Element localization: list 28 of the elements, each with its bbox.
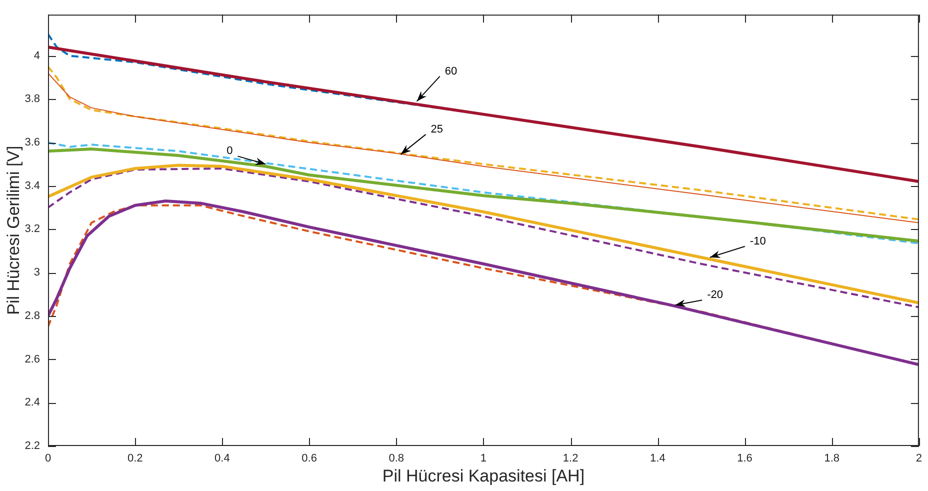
y-tick-label: 3	[34, 266, 40, 279]
annotation: 60	[444, 65, 458, 78]
x-tick-label: 1.8	[824, 452, 840, 465]
y-tick-label: 3.8	[24, 93, 40, 106]
annotation: -10	[750, 235, 766, 248]
x-tick-label: 0.4	[214, 452, 230, 465]
x-tick-label: 1.2	[562, 452, 578, 465]
annotation: -20	[707, 289, 723, 302]
y-tick-label: 4	[34, 50, 40, 62]
x-tick-label: 0	[44, 452, 52, 465]
y-tick-label: 3.2	[24, 223, 40, 236]
x-tick-label: 1	[480, 452, 487, 465]
y-tick-label: 2.6	[24, 353, 40, 366]
y-tick-label: 2.8	[24, 310, 40, 322]
y-tick-label: 2.2	[24, 440, 40, 452]
y-tick-label: 3.6	[24, 136, 40, 149]
x-tick-label: 2	[916, 452, 922, 465]
x-tick-label: 0.8	[388, 452, 404, 465]
annotation: 0	[226, 145, 233, 158]
y-axis-title: Pil Hücresi Gerilimi [V]	[4, 146, 23, 315]
x-tick-label: 0.2	[127, 452, 143, 465]
y-tick-label: 3.4	[24, 180, 40, 192]
x-axis-title: Pil Hücresi Kapasitesi [AH]	[382, 466, 585, 486]
annotation: 25	[430, 123, 443, 136]
y-tick-label: 2.4	[24, 396, 40, 409]
x-tick-label: 0.6	[302, 452, 317, 465]
x-tick-label: 1.6	[737, 452, 752, 465]
x-tick-label: 1.4	[650, 452, 666, 465]
